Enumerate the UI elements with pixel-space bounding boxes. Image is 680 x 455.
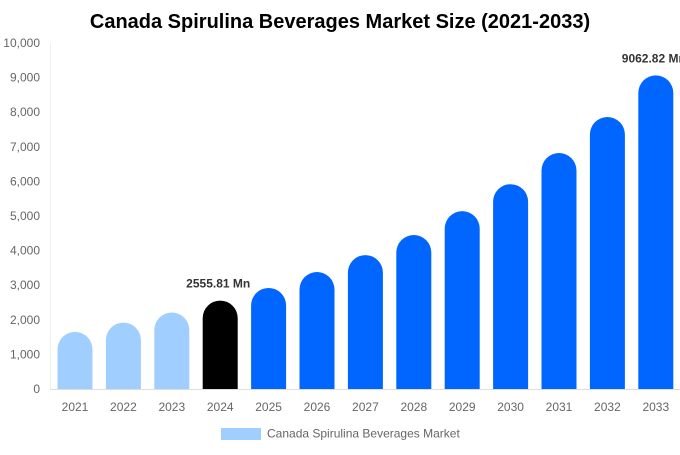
- x-tick-label: 2023: [158, 400, 185, 414]
- x-tick-label: 2028: [400, 400, 427, 414]
- chart-title: Canada Spirulina Beverages Market Size (…: [90, 11, 590, 33]
- bar-2031: [541, 153, 577, 389]
- bar-2028: [396, 235, 432, 389]
- x-tick-label: 2030: [497, 400, 524, 414]
- x-tick-label: 2022: [110, 400, 137, 414]
- bar-2021: [57, 331, 93, 389]
- bar-2030: [493, 184, 529, 389]
- y-tick-label: 4,000: [10, 244, 40, 258]
- legend-label: Canada Spirulina Beverages Market: [267, 427, 460, 441]
- y-tick-label: 6,000: [10, 174, 40, 188]
- bar-2033: [638, 75, 674, 389]
- y-tick-label: 8,000: [10, 105, 40, 119]
- x-tick-label: 2024: [207, 400, 234, 414]
- y-tick-label: 9,000: [10, 71, 40, 85]
- y-tick-label: 3,000: [10, 278, 40, 292]
- bar-2025: [251, 287, 287, 389]
- y-tick-label: 5,000: [10, 209, 40, 223]
- y-tick-label: 10,000: [3, 36, 40, 50]
- bar-2022: [105, 322, 141, 389]
- bar-2026: [299, 272, 335, 389]
- y-tick-label: 7,000: [10, 140, 40, 154]
- x-tick-label: 2032: [594, 400, 621, 414]
- data-label-2024: 2555.81 Mn: [186, 277, 250, 291]
- x-tick-label: 2025: [255, 400, 282, 414]
- y-tick-label: 0: [33, 382, 40, 396]
- x-tick-label: 2033: [642, 400, 669, 414]
- data-label-2033: 9062.82 Mn: [622, 51, 680, 65]
- bar-2023: [154, 312, 190, 389]
- x-tick-label: 2029: [449, 400, 476, 414]
- x-tick-label: 2021: [62, 400, 89, 414]
- y-tick-label: 1,000: [10, 347, 40, 361]
- y-tick-label: 2,000: [10, 313, 40, 327]
- x-tick-label: 2027: [352, 400, 379, 414]
- x-tick-label: 2026: [304, 400, 331, 414]
- bar-2024: [202, 300, 238, 389]
- bar-2027: [347, 255, 383, 389]
- bar-2029: [444, 211, 480, 389]
- bar-2032: [589, 117, 625, 389]
- legend-swatch: [221, 428, 261, 440]
- x-tick-label: 2031: [546, 400, 573, 414]
